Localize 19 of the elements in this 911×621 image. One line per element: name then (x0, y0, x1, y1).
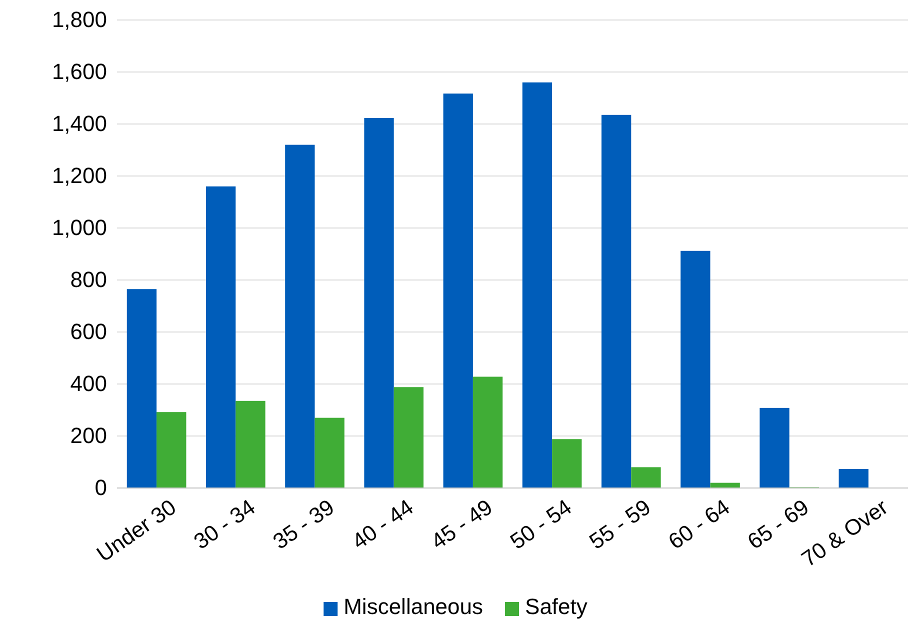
x-tick-label: 45 - 49 (426, 494, 497, 554)
legend-label: Miscellaneous (344, 594, 484, 619)
y-tick-label: 1,600 (52, 59, 107, 84)
x-tick-label: 50 - 54 (506, 494, 576, 554)
y-tick-label: 200 (70, 423, 107, 448)
x-tick-label: 40 - 44 (347, 494, 418, 554)
x-tick-label: 60 - 64 (664, 494, 734, 554)
x-tick-label: 30 - 34 (189, 494, 260, 554)
legend-label: Safety (525, 594, 588, 619)
y-tick-label: 1,200 (52, 163, 107, 188)
y-tick-label: 1,400 (52, 111, 107, 136)
x-tick-label: 55 - 59 (584, 494, 656, 554)
y-tick-label: 600 (70, 319, 107, 344)
y-tick-label: 0 (94, 475, 107, 500)
y-tick-label: 1,800 (52, 7, 107, 32)
y-tick-label: 800 (70, 267, 107, 292)
y-tick-label: 400 (70, 371, 107, 396)
y-tick-label: 1,000 (52, 215, 107, 240)
x-tick-label: 35 - 39 (268, 494, 339, 554)
